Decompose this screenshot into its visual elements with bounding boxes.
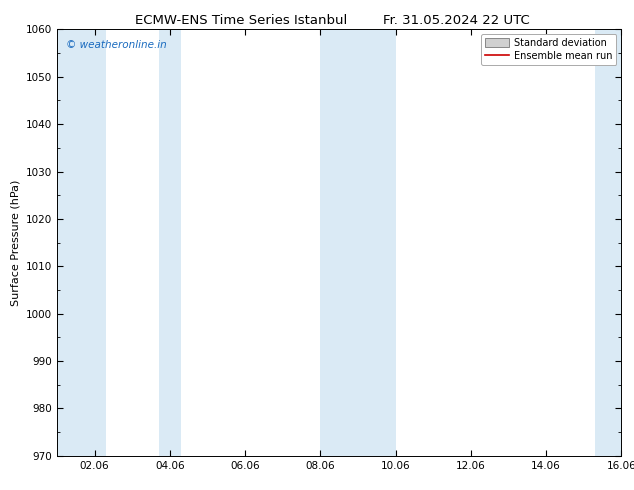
Text: © weatheronline.in: © weatheronline.in	[65, 40, 166, 50]
Legend: Standard deviation, Ensemble mean run: Standard deviation, Ensemble mean run	[481, 34, 616, 65]
Bar	[57, 29, 106, 456]
Bar	[595, 29, 621, 456]
Bar	[320, 29, 396, 456]
Text: Fr. 31.05.2024 22 UTC: Fr. 31.05.2024 22 UTC	[383, 14, 530, 27]
Bar	[158, 29, 181, 456]
Y-axis label: Surface Pressure (hPa): Surface Pressure (hPa)	[10, 179, 20, 306]
Text: ECMW-ENS Time Series Istanbul: ECMW-ENS Time Series Istanbul	[135, 14, 347, 27]
